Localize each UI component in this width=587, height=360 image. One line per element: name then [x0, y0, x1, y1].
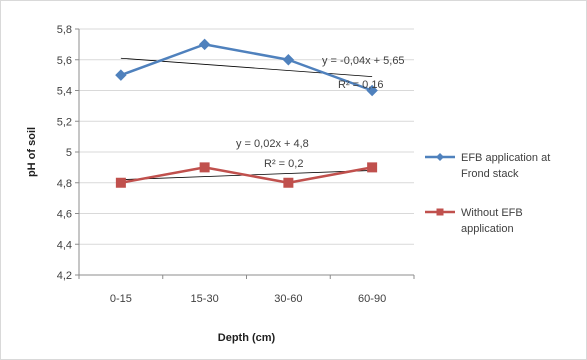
y-tick-label: 5,6: [57, 55, 72, 67]
data-point-diamond: [366, 84, 378, 97]
legend: EFB application at Frond stack Without EFB…: [425, 152, 550, 235]
series-lines: [120, 43, 373, 184]
y-tick-label: 4,8: [57, 178, 72, 190]
trendline-equation: y = 0,02x + 4,8: [236, 138, 309, 150]
legend-label: application: [461, 223, 514, 235]
x-tick-label: 0-15: [110, 293, 132, 305]
y-tick-label: 5,4: [57, 86, 72, 98]
y-tick-label: 5: [66, 147, 72, 159]
legend-label: Without EFB: [461, 207, 523, 219]
y-axis-title: pH of soil: [26, 127, 38, 177]
data-point-diamond: [115, 69, 127, 81]
trendline: [120, 57, 373, 78]
trendline-equation: y = -0,04x + 5,65: [322, 55, 405, 67]
data-point-square: [199, 162, 210, 173]
annotations: y = -0,04x + 5,65 R² = 0,16 y = 0,02x + 4,…: [236, 55, 405, 170]
legend-label: Frond stack: [461, 168, 519, 180]
y-tick-label: 5,2: [57, 116, 72, 128]
x-tick-label: 30-60: [274, 293, 302, 305]
data-point-diamond: [282, 54, 295, 66]
legend-label: EFB application at: [461, 152, 550, 164]
trendline-r-squared: R² = 0,2: [264, 158, 303, 170]
series-markers: [115, 38, 378, 188]
data-point-square: [115, 177, 126, 188]
legend-marker-square: [436, 208, 444, 216]
x-tick-label: 15-30: [191, 293, 219, 305]
x-tick-label: 60-90: [358, 293, 386, 305]
legend-marker-diamond: [436, 153, 444, 161]
series-line: [120, 166, 373, 184]
y-tick-label: 4,6: [57, 209, 72, 221]
data-point-diamond: [198, 38, 211, 51]
y-tick-label: 4,4: [57, 239, 72, 251]
data-point-square: [367, 162, 378, 173]
y-tick-label: 5,8: [57, 24, 72, 36]
y-tick-label: 4,2: [57, 270, 72, 282]
x-axis-title: Depth (cm): [218, 332, 276, 344]
data-point-square: [283, 177, 294, 188]
x-axis: 0-15 15-30 30-60 60-90 Depth (cm): [78, 274, 415, 344]
series-line: [120, 43, 373, 92]
y-axis: 4,2 4,4 4,6 4,8 5 5,2 5,4 5,6 5,8 pH of soil: [26, 24, 80, 282]
trendline-r-squared: R² = 0,16: [338, 79, 384, 91]
